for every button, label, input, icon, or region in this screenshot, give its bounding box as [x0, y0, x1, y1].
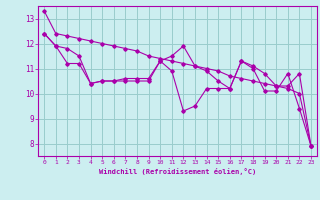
- X-axis label: Windchill (Refroidissement éolien,°C): Windchill (Refroidissement éolien,°C): [99, 168, 256, 175]
